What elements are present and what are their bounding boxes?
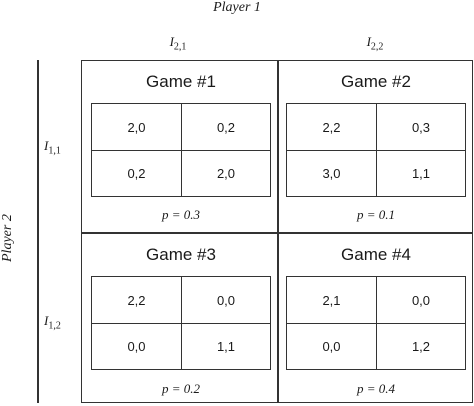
- grid-vertical-divider: [277, 60, 279, 403]
- game-4-cell-2: 0,0: [376, 277, 465, 323]
- game-2-cell-3: 3,0: [287, 150, 376, 196]
- game-3-cell-1: 2,2: [127, 292, 146, 308]
- game-1-cell-4: 2,0: [181, 150, 270, 196]
- game-4-title: Game #4: [341, 245, 411, 264]
- game-3-matrix: 2,2 0,0 0,0 1,1: [91, 276, 271, 370]
- game-1-probability: p = 0.3: [161, 207, 201, 222]
- game-3-title: Game #3: [146, 245, 216, 264]
- game-2-title: Game #2: [341, 72, 411, 91]
- game-1-cell-1: 2,0: [127, 119, 146, 135]
- game-3-cell-4: 1,1: [181, 323, 270, 369]
- game-1-cell-3: 0,2: [92, 150, 181, 196]
- game-2-cell-4: 1,1: [376, 150, 465, 196]
- column-label-i22: I2,2: [366, 34, 384, 53]
- game-1-matrix: 2,0 0,2 0,2 2,0: [91, 103, 271, 197]
- game-1-title: Game #1: [146, 72, 216, 91]
- game-2-probability: p = 0.1: [356, 207, 396, 222]
- game-4-cell-3: 0,0: [287, 323, 376, 369]
- game-4-probability: p = 0.4: [356, 381, 396, 396]
- game-4-cell-4: 1,2: [376, 323, 465, 369]
- player2-label: Player 2: [0, 214, 15, 262]
- game-4-cell-1: 2,1: [322, 292, 341, 308]
- column-label-i21: I2,1: [169, 34, 187, 53]
- row-label-i12: I1,2: [44, 313, 61, 332]
- player2-axis-line: [37, 60, 39, 403]
- game-2-cell-1: 2,2: [322, 119, 341, 135]
- grid-horizontal-divider: [81, 232, 473, 234]
- game-4-matrix: 2,1 0,0 0,0 1,2: [286, 276, 466, 370]
- game-3-probability: p = 0.2: [161, 381, 201, 396]
- row-label-i11: I1,1: [44, 138, 61, 157]
- game-3-cell-2: 0,0: [181, 277, 270, 323]
- game-1-cell-2: 0,2: [181, 104, 270, 150]
- game-2-matrix: 2,2 0,3 3,0 1,1: [286, 103, 466, 197]
- player1-label: Player 1: [213, 0, 261, 15]
- game-2-cell-2: 0,3: [376, 104, 465, 150]
- game-3-cell-3: 0,0: [92, 323, 181, 369]
